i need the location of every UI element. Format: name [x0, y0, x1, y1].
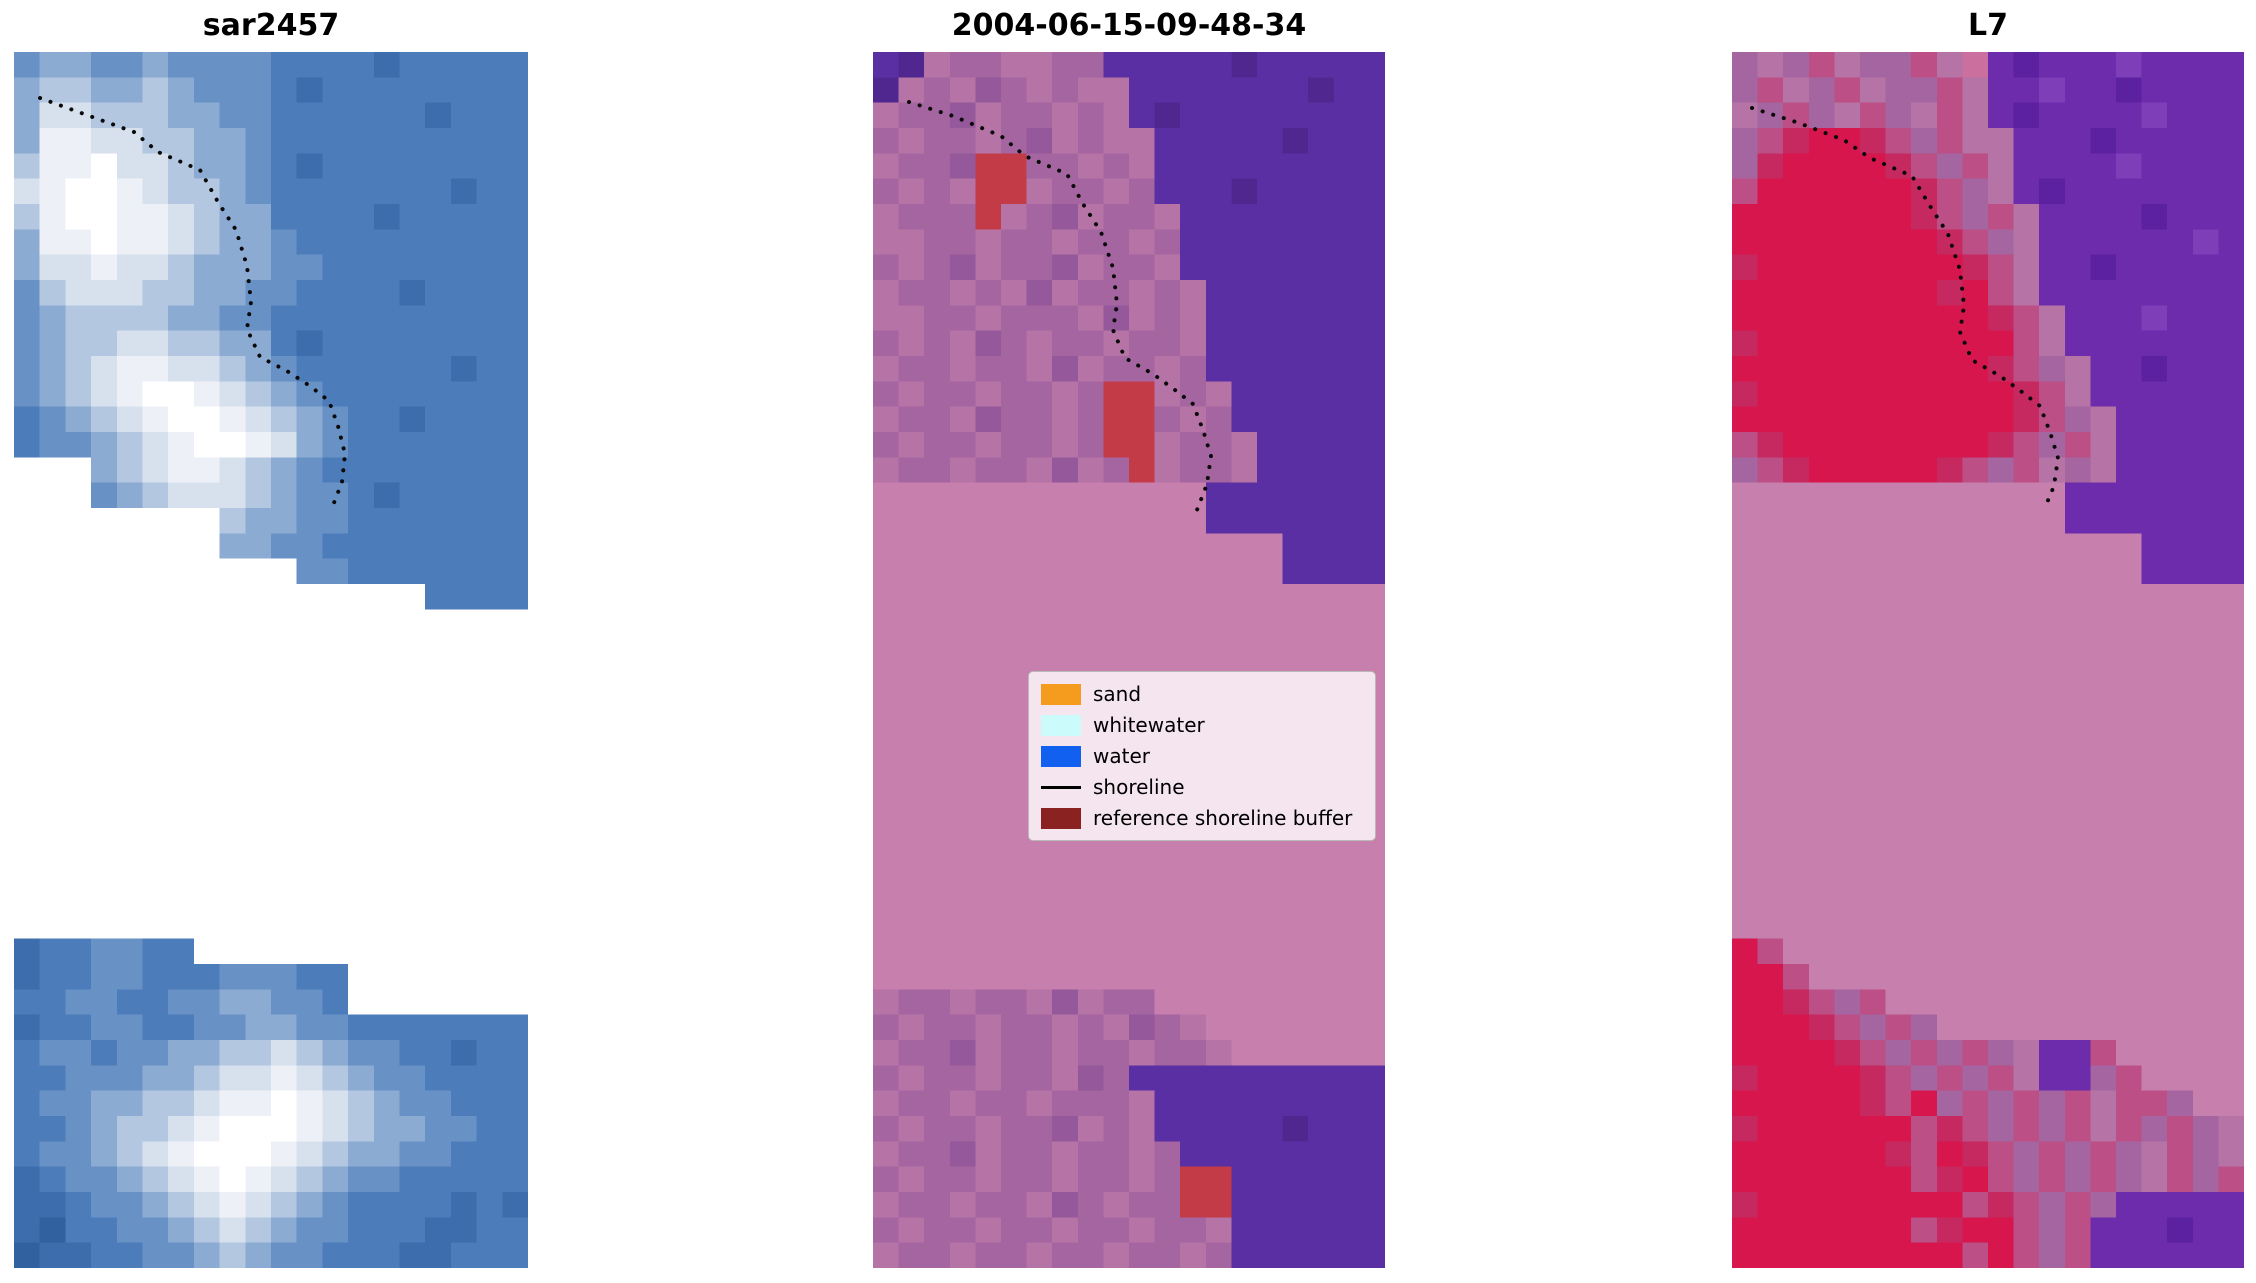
- legend: sand whitewater water shoreline reference sh…: [1028, 671, 1376, 841]
- legend-color-swatch: [1041, 807, 1081, 829]
- legend-label: reference shoreline buffer: [1093, 806, 1353, 830]
- legend-label: whitewater: [1093, 713, 1205, 737]
- legend-item-whitewater: whitewater: [1041, 713, 1363, 737]
- l7-image: [1732, 52, 2244, 1268]
- panel-classified: sand whitewater water shoreline reference sh…: [873, 52, 1385, 1268]
- panel-title-l7: L7: [1968, 8, 2008, 43]
- legend-label: shoreline: [1093, 775, 1185, 799]
- legend-color-swatch: [1041, 745, 1081, 767]
- legend-item-shoreline: shoreline: [1041, 775, 1363, 799]
- legend-label: water: [1093, 744, 1150, 768]
- panel-title-sar: sar2457: [202, 8, 340, 43]
- legend-color-swatch: [1041, 714, 1081, 736]
- panel-title-date: 2004-06-15-09-48-34: [951, 8, 1307, 43]
- classified-image: [873, 52, 1385, 1268]
- legend-item-water: water: [1041, 744, 1363, 768]
- legend-item-sand: sand: [1041, 682, 1363, 706]
- panel-sar: [14, 52, 528, 1268]
- legend-line-sample: [1041, 785, 1081, 789]
- legend-items: sand whitewater water shoreline reference sh…: [1041, 682, 1363, 830]
- panel-l7: [1732, 52, 2244, 1268]
- legend-item-reference-shoreline-buffer: reference shoreline buffer: [1041, 806, 1363, 830]
- sar-image: [14, 52, 528, 1268]
- legend-label: sand: [1093, 682, 1142, 706]
- legend-color-swatch: [1041, 683, 1081, 705]
